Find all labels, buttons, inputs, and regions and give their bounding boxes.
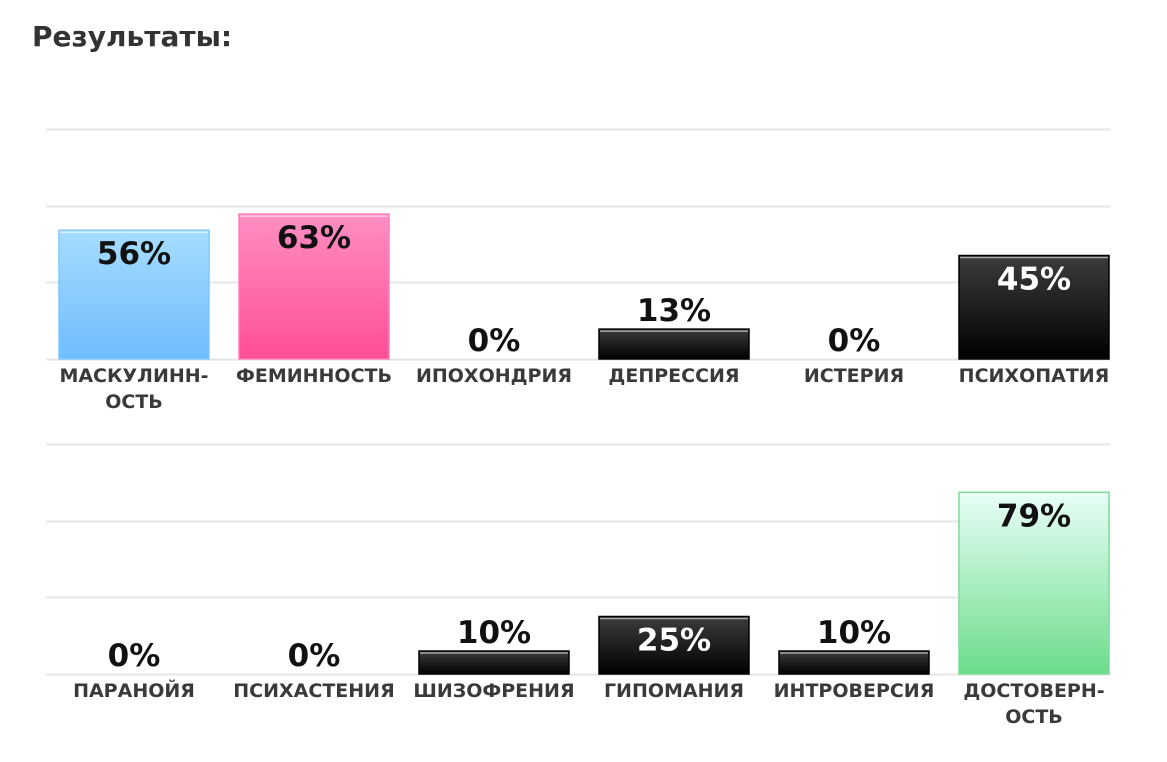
category-label: ШИЗОФРЕНИЯ — [413, 680, 574, 702]
chart-panel-2: 0% ПАРАНОЙЯ 0% ПСИХАСТЕНИЯ 10% ШИЗОФРЕНИЯ 25% Г… — [46, 443, 1110, 728]
bar-value-label: 63% — [277, 220, 351, 256]
category-label: ПАРАНОЙЯ — [73, 679, 195, 702]
category-label: ФЕМИННОСТЬ — [236, 365, 392, 387]
category-label: ГИПОМАНИЯ — [604, 680, 744, 702]
chart-panel-1: 56% МАСКУЛИНН-ОСТЬ 63% ФЕМИННОСТЬ 0% ИПОХОНДР… — [46, 128, 1110, 413]
category-label: ПСИХОПАТИЯ — [959, 365, 1110, 387]
category-label: ДЕПРЕССИЯ — [608, 365, 739, 387]
category-label: МАСКУЛИНН-ОСТЬ — [59, 365, 208, 413]
bar-value-label: 10% — [457, 615, 531, 651]
bar-value-label: 56% — [97, 236, 171, 272]
page-title: Результаты: — [32, 20, 233, 53]
bar-value-label: 13% — [637, 293, 711, 329]
bar — [958, 254, 1110, 360]
category-label: ИПОХОНДРИЯ — [416, 365, 572, 387]
bar-value-label: 0% — [468, 323, 521, 359]
bar — [778, 650, 930, 675]
category-label: ДОСТОВЕРН-ОСТЬ — [963, 680, 1104, 728]
category-label: ИСТЕРИЯ — [804, 365, 904, 387]
bar — [418, 650, 570, 675]
bar-value-label: 45% — [997, 262, 1071, 298]
bar-value-label: 0% — [288, 638, 341, 674]
bar-value-label: 25% — [637, 623, 711, 659]
bar — [598, 328, 750, 360]
bar — [958, 491, 1110, 675]
bar-value-label: 0% — [108, 638, 161, 674]
category-label: ИНТРОВЕРСИЯ — [774, 680, 935, 702]
bar-value-label: 0% — [828, 323, 881, 359]
bar — [238, 213, 390, 360]
bar — [598, 615, 750, 675]
bar — [58, 229, 210, 360]
category-label: ПСИХАСТЕНИЯ — [233, 680, 394, 702]
bar-value-label: 79% — [997, 498, 1071, 534]
bar-value-label: 10% — [817, 615, 891, 651]
